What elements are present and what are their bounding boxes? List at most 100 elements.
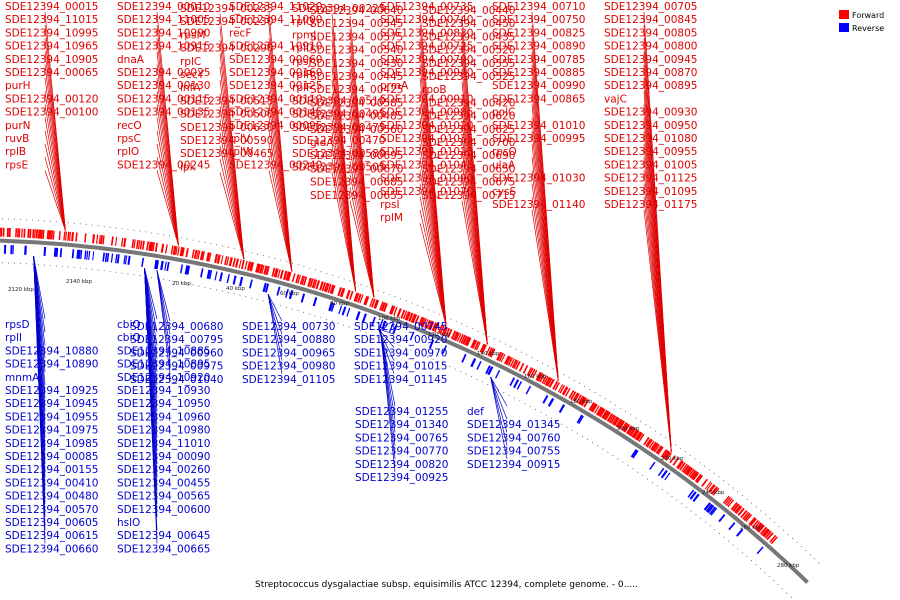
forward-gene <box>92 234 95 243</box>
kbp-tick-label: 280 kbp <box>777 563 800 569</box>
reverse-gene-label: SDE12394_00480 <box>5 491 98 503</box>
forward-gene-label: SDE12394_00630 <box>180 122 273 134</box>
reverse-gene <box>12 245 14 254</box>
forward-gene-label: SDE12394_00895 <box>604 80 697 92</box>
forward-gene <box>292 273 296 282</box>
reverse-gene-label: SDE12394_00925 <box>355 472 448 484</box>
reverse-gene <box>548 398 554 407</box>
forward-gene <box>9 228 11 237</box>
reverse-gene <box>313 297 318 306</box>
forward-gene <box>523 365 529 374</box>
forward-gene-label: rplB <box>5 146 26 158</box>
reverse-gene <box>180 264 183 273</box>
forward-gene-label: rplM <box>380 212 403 224</box>
reverse-gene-label: SDE12394_00605 <box>5 517 98 529</box>
kbp-tick-label: 240 kbp <box>702 490 725 496</box>
forward-gene-label: secY <box>180 69 205 81</box>
forward-gene-label: SDE12394_00710 <box>492 1 585 13</box>
reverse-gene-label: SDE12394_00645 <box>117 530 210 542</box>
reverse-gene <box>227 274 230 283</box>
forward-gene <box>235 259 239 268</box>
reverse-gene <box>88 251 90 260</box>
reverse-gene-label: SDE12394_00765 <box>355 432 448 444</box>
reverse-gene <box>60 248 63 257</box>
reverse-gene <box>239 277 243 286</box>
forward-gene-label: purN <box>5 120 31 132</box>
forward-gene-label: rpsJ <box>292 56 312 68</box>
reverse-gene-label: SDE12394_00880 <box>242 334 335 346</box>
forward-gene-label: SDE12394_00120 <box>5 93 98 105</box>
kbp-tick-label: 180 kbp <box>570 399 593 405</box>
reverse-gene <box>166 262 169 271</box>
forward-gene-label: SDE12394_00725 <box>380 41 473 53</box>
reverse-gene <box>757 546 764 554</box>
forward-gene-label: SDE12394_00865 <box>492 93 585 105</box>
forward-gene <box>71 232 74 241</box>
forward-gene-label: SDE12394_01090 <box>380 173 473 185</box>
reverse-gene-label: SDE12394_00770 <box>355 446 448 458</box>
forward-gene <box>15 228 17 237</box>
forward-gene <box>34 229 36 238</box>
forward-gene-label: rpsI <box>380 199 400 211</box>
reverse-gene-label: SDE12394_00755 <box>467 446 560 458</box>
forward-gene-label: rplC <box>180 56 201 68</box>
reverse-gene-label: hslO <box>117 517 140 529</box>
forward-gene-label: vajC <box>604 93 627 105</box>
forward-gene <box>21 229 23 238</box>
forward-gene <box>115 237 117 246</box>
kbp-tick-label: 100 kbp <box>378 316 401 322</box>
reverse-gene-label: rplI <box>5 332 22 344</box>
genome-map: SDE12394_00015 SDE12394_00010 SDE12394_110… <box>0 0 900 600</box>
reverse-gene <box>44 247 47 256</box>
forward-gene <box>36 229 38 238</box>
reverse-gene <box>72 249 75 258</box>
forward-gene-label: SDE12394_01010 <box>492 120 585 132</box>
forward-gene-label: SDE12394_00870 <box>604 67 697 79</box>
forward-gene-label: rplO <box>117 146 139 158</box>
forward-gene-label: SDE12394_00500 <box>180 109 273 121</box>
forward-gene-label: rpsO <box>492 146 517 158</box>
reverse-gene <box>219 272 223 281</box>
forward-gene <box>75 233 78 242</box>
reverse-gene-label: SDE12394_00965 <box>242 347 335 359</box>
forward-gene <box>17 228 19 237</box>
forward-gene-label: SDE12394_00705 <box>604 1 697 13</box>
legend: Forward Reverse <box>839 10 884 33</box>
forward-gene-label: rpsE <box>5 159 28 171</box>
reverse-gene-label: SDE12394_10880 <box>5 345 98 357</box>
kbp-tick-label: 2140 kbp <box>66 279 92 285</box>
forward-gene <box>221 255 224 264</box>
kbp-tick-label: 20 kbp <box>172 281 191 287</box>
reverse-gene-label: rpsD <box>5 319 30 331</box>
reverse-gene-label: SDE12394_11010 <box>117 438 210 450</box>
reverse-gene <box>215 271 218 280</box>
reverse-gene <box>495 370 500 379</box>
reverse-gene-label: SDE12394_00680 <box>130 321 223 333</box>
reverse-gene-label: SDE12394_10890 <box>5 359 98 371</box>
forward-gene <box>32 229 34 238</box>
forward-gene-label: prmA <box>380 80 409 92</box>
reverse-gene-label: SDE12394_00660 <box>5 543 98 555</box>
forward-gene-label: SDE12394_00065 <box>5 67 98 79</box>
forward-gene-label: SDE12394_00750 <box>492 14 585 26</box>
reverse-gene <box>559 404 565 413</box>
forward-gene-label: SDE12394_00100 <box>5 107 98 119</box>
forward-gene-label: recO <box>117 120 142 132</box>
reverse-gene-label: SDE12394_00565 <box>117 491 210 503</box>
forward-gene-label: rpsC <box>117 133 141 145</box>
reverse-gene-label: SDE12394_00090 <box>117 451 210 463</box>
reverse-gene <box>470 358 476 367</box>
forward-gene-label: SDE12394_00930 <box>604 107 697 119</box>
forward-gene <box>59 231 61 240</box>
forward-gene <box>229 257 233 266</box>
forward-gene-label: SDE12394_00470 <box>292 135 385 147</box>
forward-gene-label: SDE12394_00885 <box>492 67 585 79</box>
forward-gene-label: SDE12394_01020 <box>380 120 473 132</box>
reverse-gene-label: SDE12394_10985 <box>5 438 98 450</box>
forward-gene-label: SDE12394_01070 <box>380 186 473 198</box>
forward-gene <box>241 260 245 269</box>
forward-gene <box>63 231 65 240</box>
forward-gene <box>165 244 168 253</box>
reverse-gene-label: mnmA <box>5 372 40 384</box>
forward-gene-label: ipk <box>180 161 197 173</box>
